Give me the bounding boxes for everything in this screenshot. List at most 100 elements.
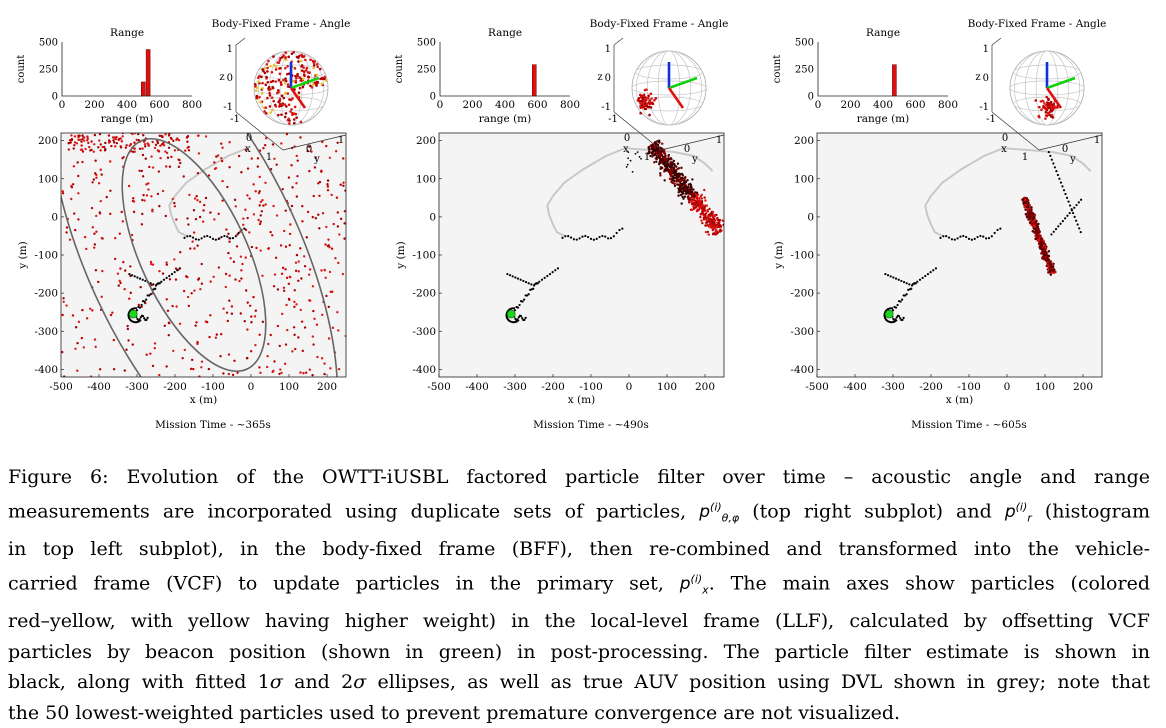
particle bbox=[144, 157, 147, 160]
sphere-particle bbox=[285, 105, 288, 108]
sphere-particle bbox=[318, 67, 322, 71]
sphere-x-tick: -1 bbox=[986, 114, 996, 125]
particle bbox=[143, 142, 147, 146]
particle bbox=[73, 144, 76, 147]
angle-title: Body-Fixed Frame - Angle bbox=[968, 18, 1107, 30]
particle bbox=[264, 181, 267, 185]
sphere-particle bbox=[1044, 110, 1048, 114]
particle bbox=[229, 257, 232, 260]
particle bbox=[649, 154, 652, 158]
particle bbox=[308, 368, 312, 371]
particle bbox=[1031, 217, 1035, 221]
particle bbox=[161, 189, 165, 193]
sphere-particle bbox=[268, 105, 272, 108]
particle bbox=[123, 288, 126, 291]
x-tick-label: -300 bbox=[881, 381, 905, 393]
particle bbox=[123, 369, 126, 372]
sphere-particle bbox=[643, 107, 647, 111]
sphere-particle bbox=[309, 58, 312, 62]
particle bbox=[284, 245, 288, 248]
particle bbox=[61, 313, 64, 317]
y-axis-arrow bbox=[290, 76, 320, 90]
particle bbox=[120, 140, 124, 143]
particle bbox=[282, 289, 286, 292]
dvl-true-path bbox=[546, 147, 626, 237]
estimate-point bbox=[959, 235, 962, 238]
particle bbox=[170, 155, 173, 159]
particle bbox=[159, 156, 162, 160]
particle bbox=[703, 206, 706, 210]
sphere-y-tick: 0 bbox=[1062, 144, 1068, 155]
particle bbox=[91, 226, 94, 229]
estimate-point bbox=[910, 287, 913, 290]
x-axis-arrow bbox=[1045, 87, 1063, 109]
particle bbox=[705, 221, 708, 224]
particle bbox=[699, 203, 703, 206]
sphere-particle bbox=[654, 97, 658, 100]
particle bbox=[302, 372, 305, 375]
sphere-particle bbox=[286, 83, 290, 86]
estimate-point bbox=[135, 309, 139, 312]
particle bbox=[201, 220, 205, 223]
particle bbox=[666, 163, 669, 166]
particle bbox=[190, 358, 194, 362]
particle bbox=[1031, 229, 1035, 233]
particle bbox=[334, 257, 337, 260]
particle bbox=[70, 197, 73, 201]
estimate-hook bbox=[127, 307, 142, 324]
particle bbox=[711, 228, 715, 232]
particle bbox=[693, 194, 696, 197]
particle bbox=[675, 178, 679, 182]
particle bbox=[175, 138, 178, 141]
particle bbox=[246, 167, 250, 170]
particle bbox=[337, 329, 340, 332]
sphere-particle bbox=[284, 112, 288, 115]
estimate-point bbox=[1076, 223, 1079, 226]
estimate-point bbox=[902, 316, 905, 319]
particle bbox=[314, 156, 317, 159]
particle bbox=[679, 179, 683, 182]
sphere-particle bbox=[307, 75, 311, 79]
main-x-label: x (m) bbox=[190, 394, 217, 406]
particle bbox=[1047, 254, 1051, 258]
y-axis-arrow bbox=[668, 76, 698, 90]
sphere-particle bbox=[261, 87, 264, 90]
sphere-particle bbox=[1046, 103, 1050, 106]
estimate-point bbox=[209, 235, 212, 239]
estimate-point bbox=[162, 278, 166, 281]
particle bbox=[196, 342, 199, 346]
particle bbox=[88, 145, 91, 149]
y-tick-label: 200 bbox=[416, 135, 436, 147]
particle bbox=[99, 168, 102, 171]
particle bbox=[1047, 271, 1050, 274]
particle bbox=[61, 190, 64, 193]
estimate-point bbox=[1054, 227, 1058, 231]
particle bbox=[715, 217, 718, 220]
particle bbox=[649, 145, 652, 148]
particle bbox=[710, 218, 713, 221]
particle bbox=[149, 262, 153, 266]
sphere-particle bbox=[282, 78, 285, 82]
estimate-point bbox=[892, 276, 895, 279]
estimate-point bbox=[237, 231, 240, 235]
sphere-particle bbox=[260, 75, 263, 79]
sphere-particle bbox=[298, 86, 302, 90]
particle bbox=[185, 135, 189, 139]
sphere-particle bbox=[268, 94, 272, 97]
particle bbox=[136, 133, 140, 136]
range-histogram: 0 200 400 600 800 0 250 500 Range range (m) count bbox=[16, 27, 202, 125]
hist-x-tick-label: 200 bbox=[84, 99, 104, 111]
sphere-y-label: y bbox=[313, 154, 320, 165]
particle bbox=[80, 140, 83, 143]
sigma-ellipse-1 bbox=[121, 137, 267, 373]
particle bbox=[162, 144, 166, 147]
sigma-ellipse-2 bbox=[61, 133, 339, 377]
particle bbox=[255, 246, 258, 250]
estimate-point bbox=[535, 282, 538, 285]
particle bbox=[83, 139, 86, 142]
y-tick-label: -300 bbox=[34, 326, 58, 338]
particle bbox=[700, 219, 703, 222]
particle bbox=[661, 150, 664, 153]
estimate-point bbox=[1064, 217, 1067, 220]
particle bbox=[76, 369, 79, 372]
